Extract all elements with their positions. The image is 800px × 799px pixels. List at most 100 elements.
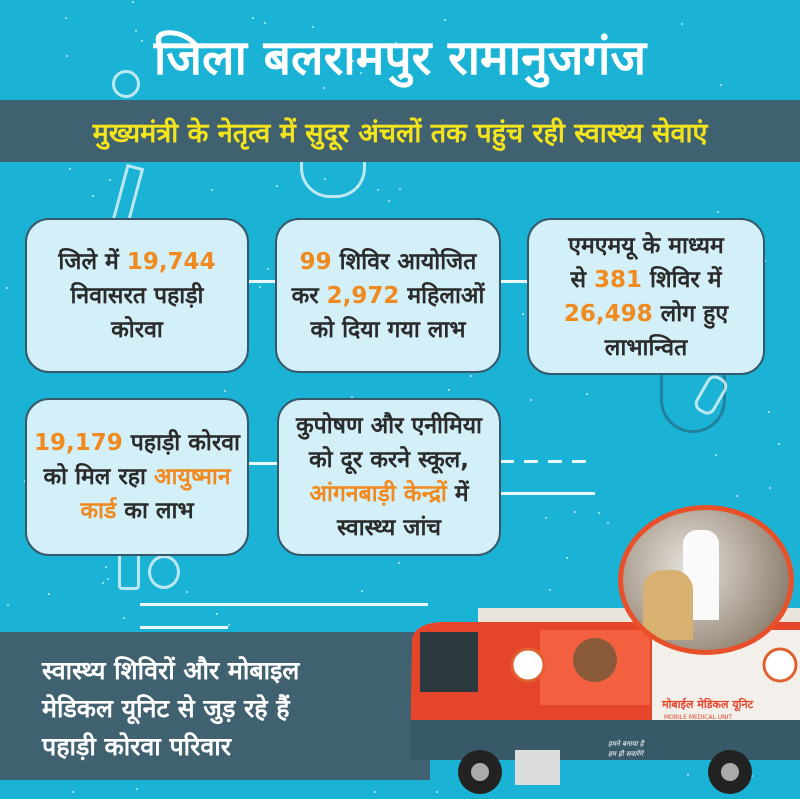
speck bbox=[680, 23, 683, 26]
speck bbox=[597, 511, 600, 514]
speck bbox=[5, 287, 8, 290]
stethoscope-icon bbox=[660, 350, 726, 433]
card-text: शिविर में bbox=[642, 266, 722, 293]
speck bbox=[216, 612, 219, 615]
bus-steps bbox=[515, 750, 560, 785]
speck bbox=[6, 604, 9, 607]
card-text: निवासरत पहाड़ी bbox=[70, 282, 204, 309]
speck bbox=[276, 185, 278, 188]
speck bbox=[376, 188, 379, 191]
speck bbox=[264, 21, 267, 24]
card-text: स्वास्थ्य जांच bbox=[336, 515, 442, 541]
speck bbox=[398, 187, 401, 190]
speck bbox=[720, 83, 723, 86]
stat-card-mmu: एमएमयू के माध्यम से 381 शिविर में 26,498… bbox=[527, 218, 765, 375]
speck bbox=[122, 617, 125, 620]
speck bbox=[769, 486, 772, 489]
highlight-number: 2,972 bbox=[326, 282, 400, 309]
page-title: जिला बलरामपुर रामानुजगंज bbox=[153, 30, 647, 86]
connector-line bbox=[500, 280, 528, 283]
speck bbox=[529, 398, 532, 401]
speck bbox=[686, 773, 689, 776]
footer-line: पहाड़ी कोरवा परिवार bbox=[42, 732, 231, 761]
speck bbox=[352, 60, 355, 63]
speck bbox=[373, 791, 376, 794]
speck bbox=[350, 396, 353, 399]
circle-decoration-icon bbox=[112, 70, 140, 98]
subtitle-text: मुख्यमंत्री के नेतृत्व में सुदूर अंचलों … bbox=[92, 117, 708, 149]
speck bbox=[136, 787, 139, 790]
bus-window bbox=[420, 632, 478, 692]
speck bbox=[140, 40, 143, 42]
card-text: शिविर आयोजित bbox=[331, 248, 477, 275]
card-text: लाभान्वित bbox=[604, 334, 688, 361]
speck bbox=[778, 443, 781, 446]
footer-line: स्वास्थ्य शिविरों और मोबाइल bbox=[42, 656, 300, 685]
speck bbox=[223, 390, 226, 393]
speck bbox=[227, 624, 230, 627]
speck bbox=[469, 374, 472, 377]
connector-line bbox=[248, 462, 278, 465]
speck bbox=[764, 259, 767, 262]
speck bbox=[717, 211, 719, 214]
speck bbox=[107, 578, 110, 581]
speck bbox=[65, 16, 68, 19]
stat-card-camps-women: 99 शिविर आयोजित कर 2,972 महिलाओं को दिया… bbox=[275, 218, 501, 373]
highlight-number: 381 bbox=[594, 266, 643, 293]
connector-line bbox=[500, 460, 590, 463]
card-text: लोग हुए bbox=[652, 300, 729, 327]
footer-line: मेडिकल यूनिट से जुड़ रहे हैं bbox=[42, 694, 290, 723]
stat-card-ayushman: 19,179 पहाड़ी कोरवा को मिल रहा आयुष्मान … bbox=[25, 398, 249, 556]
subtitle-banner: मुख्यमंत्री के नेतृत्व में सुदूर अंचलों … bbox=[0, 100, 800, 162]
apple-icon bbox=[148, 555, 180, 589]
speck bbox=[92, 194, 95, 197]
speck bbox=[573, 510, 576, 513]
footer-text: स्वास्थ्य शिविरों और मोबाइल मेडिकल यूनिट… bbox=[42, 652, 299, 766]
highlight-number: 26,498 bbox=[563, 300, 653, 327]
speck bbox=[395, 41, 398, 44]
medical-staff-photo bbox=[618, 505, 794, 655]
card-text: पहाड़ी कोरवा bbox=[122, 430, 241, 456]
highlight-number: 99 bbox=[299, 248, 332, 275]
speck bbox=[23, 479, 26, 482]
speck bbox=[585, 393, 588, 396]
speck bbox=[436, 790, 439, 793]
speck bbox=[565, 557, 568, 560]
divider-line bbox=[140, 626, 228, 629]
card-text: में bbox=[446, 481, 469, 507]
highlight-number: 19,744 bbox=[126, 248, 216, 275]
card-text: कुपोषण और एनीमिया bbox=[295, 413, 482, 439]
speck bbox=[548, 589, 551, 592]
speck bbox=[186, 591, 189, 594]
bus-slogan: हमने बनाया है bbox=[608, 739, 645, 748]
highlight-text: कार्ड bbox=[80, 498, 117, 524]
speck bbox=[767, 411, 770, 414]
mobile-medical-unit-bus-image: मोबाईल मेडिकल यूनिट MOBILE MEDICAL UNIT … bbox=[410, 608, 800, 794]
highlight-text: आंगनबाड़ी केन्द्रों bbox=[309, 481, 447, 507]
card-text: को मिल रहा bbox=[43, 464, 154, 490]
footer-band bbox=[0, 632, 430, 780]
speck bbox=[322, 87, 325, 90]
speck bbox=[312, 25, 315, 28]
stat-card-korwa-population: जिले में 19,744 निवासरत पहाड़ी कोरवा bbox=[25, 218, 249, 373]
card-text: एमएमयू के माध्यम bbox=[568, 232, 724, 259]
speck bbox=[134, 29, 137, 32]
bus-slogan: हम ही सवारेंगे bbox=[608, 749, 645, 758]
card-text: कर bbox=[291, 282, 327, 309]
connector-line bbox=[248, 280, 276, 283]
bus-label-english: MOBILE MEDICAL UNIT bbox=[664, 714, 732, 721]
speck bbox=[521, 312, 524, 315]
logo-emblem-icon bbox=[510, 647, 546, 683]
heart-icon bbox=[300, 150, 366, 198]
speck bbox=[266, 268, 269, 271]
speck bbox=[66, 54, 69, 57]
stat-card-health-check: कुपोषण और एनीमिया को दूर करने स्कूल, आंग… bbox=[277, 398, 501, 556]
speck bbox=[443, 19, 446, 22]
card-text: महिलाओं bbox=[399, 282, 485, 309]
connector-line bbox=[500, 492, 595, 495]
speck bbox=[448, 389, 451, 392]
card-text: को दिया गया लाभ bbox=[310, 316, 466, 343]
divider-line bbox=[140, 603, 428, 606]
speck bbox=[258, 285, 261, 288]
speck bbox=[360, 72, 363, 75]
